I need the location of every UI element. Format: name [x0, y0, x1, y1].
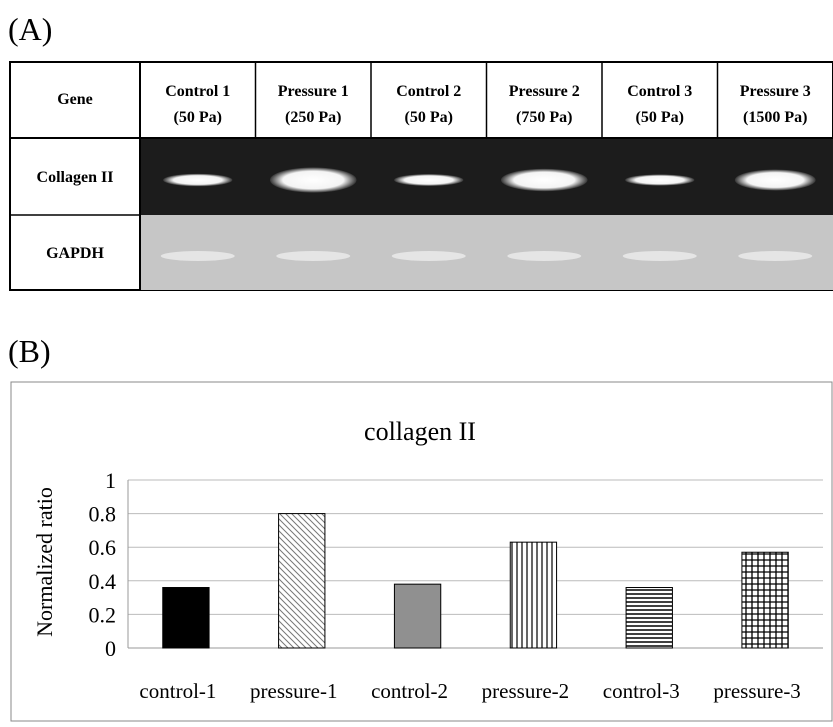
x-tick-label: control-2: [371, 679, 448, 703]
panel-label: (A): [8, 11, 52, 47]
gel-band: [392, 251, 466, 261]
bar: [626, 588, 672, 648]
column-header: Control 2: [396, 83, 461, 100]
bar: [394, 584, 440, 648]
bar: [279, 514, 325, 648]
bar: [510, 542, 556, 648]
gel-band: [501, 169, 588, 191]
gel-band: [276, 251, 350, 261]
gel-band: [270, 167, 357, 192]
column-subheader: (50 Pa): [636, 109, 684, 126]
y-tick-label: 0: [105, 636, 116, 661]
gel-table: Gene Collagen II GAPDH Control 1 (50 Pa) P…: [10, 62, 833, 290]
x-tick-label: control-1: [139, 679, 216, 703]
gel-light: [140, 215, 833, 290]
column-subheader: (1500 Pa): [743, 109, 807, 126]
x-tick-label: pressure-1: [250, 679, 337, 703]
panel-label: (B): [8, 333, 51, 369]
gel-band: [163, 174, 232, 187]
column-header: Control 3: [627, 83, 692, 100]
column-header: Pressure 3: [740, 83, 811, 100]
chart-title: collagen II: [364, 417, 476, 446]
y-tick-label: 0.6: [89, 535, 117, 560]
row-label: GAPDH: [46, 245, 104, 262]
gel-dark: [140, 138, 833, 215]
y-tick-label: 1: [105, 468, 116, 493]
y-tick-label: 0.4: [89, 569, 117, 594]
gel-band: [161, 251, 235, 261]
column-header: Pressure 2: [509, 83, 580, 100]
column-subheader: (50 Pa): [174, 109, 222, 126]
gel-band: [507, 251, 581, 261]
gel-band: [394, 174, 463, 186]
bar: [163, 588, 209, 648]
column-subheader: (50 Pa): [405, 109, 453, 126]
gel-band: [738, 251, 812, 261]
column-header: Pressure 1: [278, 83, 349, 100]
gel-band: [623, 251, 697, 261]
column-header: Control 1: [165, 83, 230, 100]
x-tick-label: control-3: [603, 679, 680, 703]
page: { "panel_a": { "label": "(A)", "header":…: [0, 0, 833, 722]
bar: [742, 552, 788, 648]
column-subheader: (250 Pa): [285, 109, 341, 126]
header-cell: Gene: [57, 91, 93, 108]
gel-band: [735, 170, 816, 191]
y-tick-label: 0.2: [89, 602, 117, 627]
y-axis-label: Normalized ratio: [32, 487, 57, 637]
gel-band: [625, 174, 694, 185]
column-subheader: (750 Pa): [516, 109, 572, 126]
x-tick-label: pressure-2: [482, 679, 569, 703]
y-tick-label: 0.8: [89, 502, 117, 527]
figure: (A) Gene Collagen II GAPDH Control 1 (50 …: [0, 0, 833, 722]
row-label: Collagen II: [37, 169, 114, 186]
x-tick-label: pressure-3: [713, 679, 800, 703]
